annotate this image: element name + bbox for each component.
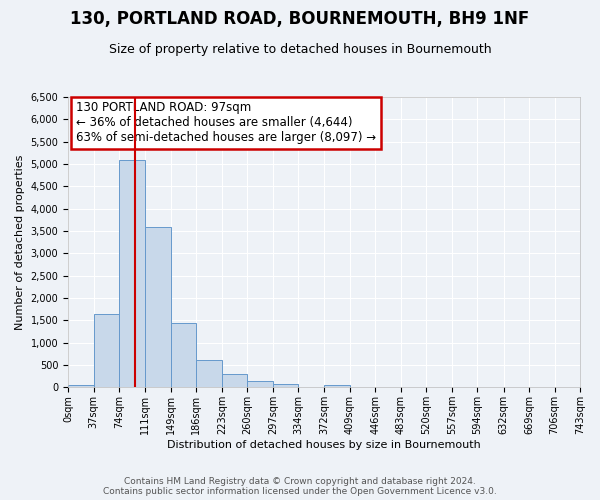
Text: Contains public sector information licensed under the Open Government Licence v3: Contains public sector information licen…	[103, 486, 497, 496]
Bar	[68, 385, 94, 388]
Bar	[145, 226, 171, 388]
Text: 130 PORTLAND ROAD: 97sqm
← 36% of detached houses are smaller (4,644)
63% of sem: 130 PORTLAND ROAD: 97sqm ← 36% of detach…	[76, 102, 376, 144]
Text: Size of property relative to detached houses in Bournemouth: Size of property relative to detached ho…	[109, 42, 491, 56]
Bar	[247, 380, 273, 388]
Y-axis label: Number of detached properties: Number of detached properties	[15, 154, 25, 330]
Bar	[196, 360, 222, 388]
Bar	[119, 160, 145, 388]
Bar	[171, 324, 196, 388]
Text: 130, PORTLAND ROAD, BOURNEMOUTH, BH9 1NF: 130, PORTLAND ROAD, BOURNEMOUTH, BH9 1NF	[70, 10, 530, 28]
X-axis label: Distribution of detached houses by size in Bournemouth: Distribution of detached houses by size …	[167, 440, 481, 450]
Text: Contains HM Land Registry data © Crown copyright and database right 2024.: Contains HM Land Registry data © Crown c…	[124, 476, 476, 486]
Bar	[273, 384, 298, 388]
Bar	[325, 385, 350, 388]
Bar	[222, 374, 247, 388]
Bar	[94, 314, 119, 388]
